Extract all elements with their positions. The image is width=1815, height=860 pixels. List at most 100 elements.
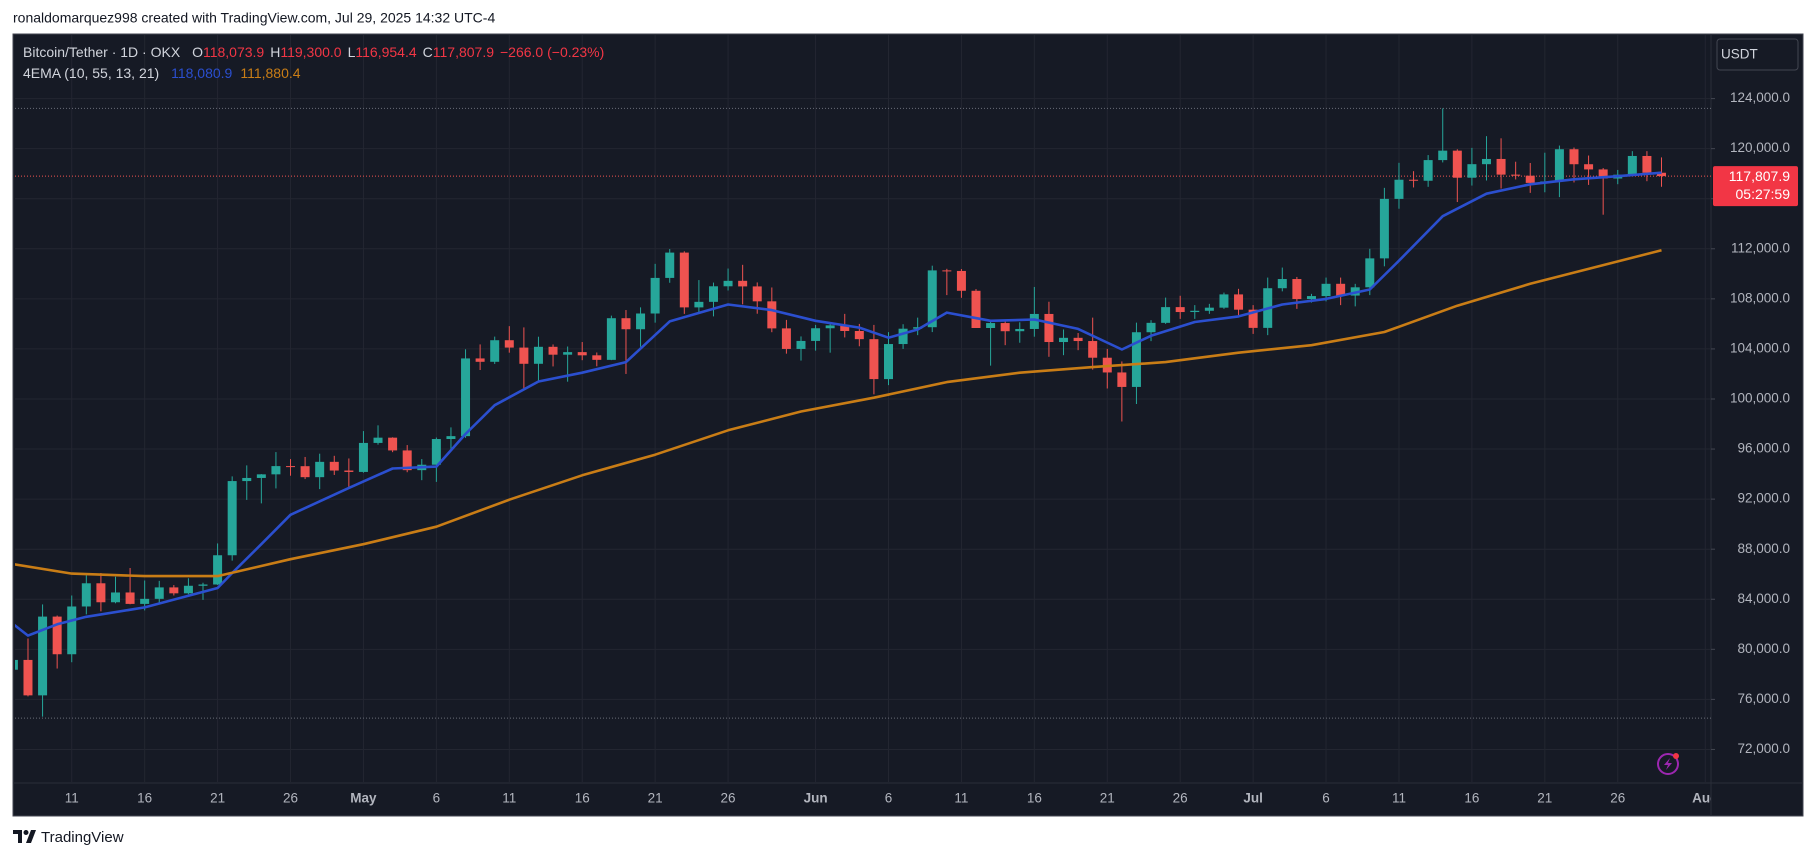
candle-body bbox=[1379, 198, 1389, 259]
candle-body bbox=[986, 323, 996, 329]
x-tick-label: 16 bbox=[137, 791, 152, 806]
x-tick-label: 16 bbox=[1464, 791, 1479, 806]
x-tick-label: 16 bbox=[1027, 791, 1042, 806]
candle-body bbox=[825, 325, 835, 329]
candle-body bbox=[1204, 307, 1214, 311]
y-tick-label: 96,000.0 bbox=[1737, 441, 1790, 456]
candle-body bbox=[67, 606, 77, 655]
candle-body bbox=[1598, 169, 1608, 179]
candle-body bbox=[1627, 155, 1637, 175]
candle-body bbox=[1525, 175, 1535, 183]
candle-body bbox=[1496, 158, 1506, 175]
candle-body bbox=[1394, 179, 1404, 199]
legend-ohlc: Bitcoin/Tether · 1D · OKX O118,073.9 H119… bbox=[23, 44, 604, 60]
ohlc-value: 116,954.4 bbox=[355, 44, 416, 60]
candle-body bbox=[271, 466, 281, 475]
candle-body bbox=[446, 436, 456, 440]
candle-body bbox=[1409, 179, 1419, 181]
candle-body bbox=[490, 340, 500, 362]
candle-body bbox=[927, 270, 937, 328]
candle-body bbox=[1088, 341, 1098, 358]
candle-body bbox=[52, 616, 62, 655]
x-tick-label: 21 bbox=[648, 791, 663, 806]
candle-body bbox=[1000, 323, 1010, 332]
x-tick-label: 26 bbox=[283, 791, 298, 806]
time-axis: 11 16 21 26 May 6 11 16 21 26 Jun 6 11 16 21 26 Jul 6 11 16… bbox=[65, 791, 1711, 806]
change: −266.0 (−0.23%) bbox=[500, 44, 604, 60]
indicator-value: 111,880.4 bbox=[240, 65, 300, 81]
candle-body bbox=[431, 439, 441, 465]
chart-frame bbox=[12, 33, 1804, 817]
candle-body bbox=[738, 280, 748, 287]
lightning-icon[interactable] bbox=[1657, 753, 1679, 775]
candle-body bbox=[1219, 294, 1229, 308]
brand: TradingView bbox=[41, 829, 124, 846]
candle-body bbox=[694, 301, 704, 308]
logo-part bbox=[23, 830, 29, 835]
x-tick-label: 11 bbox=[502, 791, 516, 806]
candle-body bbox=[884, 344, 893, 380]
ema-line bbox=[15, 171, 1662, 637]
candle-body bbox=[811, 328, 821, 341]
candle-body bbox=[256, 474, 266, 478]
y-tick-label: 104,000.0 bbox=[1730, 340, 1790, 355]
candle-body bbox=[1175, 307, 1185, 313]
candle-body bbox=[1234, 294, 1244, 310]
currency[interactable]: USDT bbox=[1721, 47, 1758, 62]
x-tick-label: 21 bbox=[1537, 791, 1552, 806]
y-tick-label: 76,000.0 bbox=[1737, 691, 1790, 706]
last-price-label: 117,807.9 05:27:59 bbox=[1713, 166, 1798, 207]
ohlc-value: 117,807.9 bbox=[433, 44, 494, 60]
candle-body bbox=[665, 252, 675, 278]
candle-body bbox=[227, 481, 237, 556]
x-tick-label: 26 bbox=[721, 791, 736, 806]
candle-body bbox=[475, 358, 485, 362]
x-tick-label: 21 bbox=[210, 791, 225, 806]
ema-lines bbox=[15, 171, 1662, 637]
y-tick-label: 100,000.0 bbox=[1730, 391, 1790, 406]
candle-body bbox=[1481, 158, 1491, 165]
candle-body bbox=[110, 592, 120, 603]
x-tick-label: 6 bbox=[885, 791, 893, 806]
candle-body bbox=[1073, 337, 1083, 342]
x-tick-label: 11 bbox=[65, 791, 79, 806]
candle-body bbox=[300, 466, 310, 478]
candle-body bbox=[286, 466, 296, 468]
candle-body bbox=[15, 659, 18, 670]
x-tick-label: Jul bbox=[1243, 791, 1263, 806]
candle-body bbox=[1131, 332, 1141, 387]
candle-body bbox=[125, 592, 135, 604]
candle-body bbox=[1511, 174, 1521, 176]
candle-body bbox=[1029, 313, 1039, 329]
y-tick-label: 120,000.0 bbox=[1730, 140, 1790, 155]
candle-body bbox=[169, 587, 179, 594]
candle-body bbox=[242, 477, 252, 482]
grid bbox=[15, 35, 1711, 782]
logo-part bbox=[13, 830, 22, 843]
candle-body bbox=[1642, 155, 1652, 173]
x-tick-label: 16 bbox=[575, 791, 590, 806]
candle-body bbox=[388, 437, 398, 451]
candle-body bbox=[154, 587, 164, 599]
y-tick-label: 80,000.0 bbox=[1737, 641, 1790, 656]
y-tick-label: 112,000.0 bbox=[1731, 240, 1790, 255]
candle-body bbox=[1161, 307, 1171, 323]
candle-body bbox=[402, 450, 412, 471]
candle-body bbox=[1657, 172, 1667, 177]
ohlc-key: C bbox=[423, 44, 433, 60]
brand-logo bbox=[13, 830, 36, 843]
candle-body bbox=[1248, 309, 1258, 328]
candle-body bbox=[38, 616, 48, 696]
candle-body bbox=[1569, 149, 1579, 165]
candle-body bbox=[650, 277, 660, 314]
candle-body bbox=[1452, 150, 1462, 178]
icon-dot bbox=[1673, 753, 1679, 759]
candle-body bbox=[1044, 313, 1054, 343]
countdown: 05:27:59 bbox=[1736, 186, 1791, 202]
currency-button[interactable] bbox=[1716, 38, 1799, 71]
ohlc-key: O bbox=[192, 44, 203, 60]
candle-body bbox=[679, 252, 689, 308]
candle-body bbox=[796, 340, 806, 349]
candle-body bbox=[840, 325, 850, 331]
